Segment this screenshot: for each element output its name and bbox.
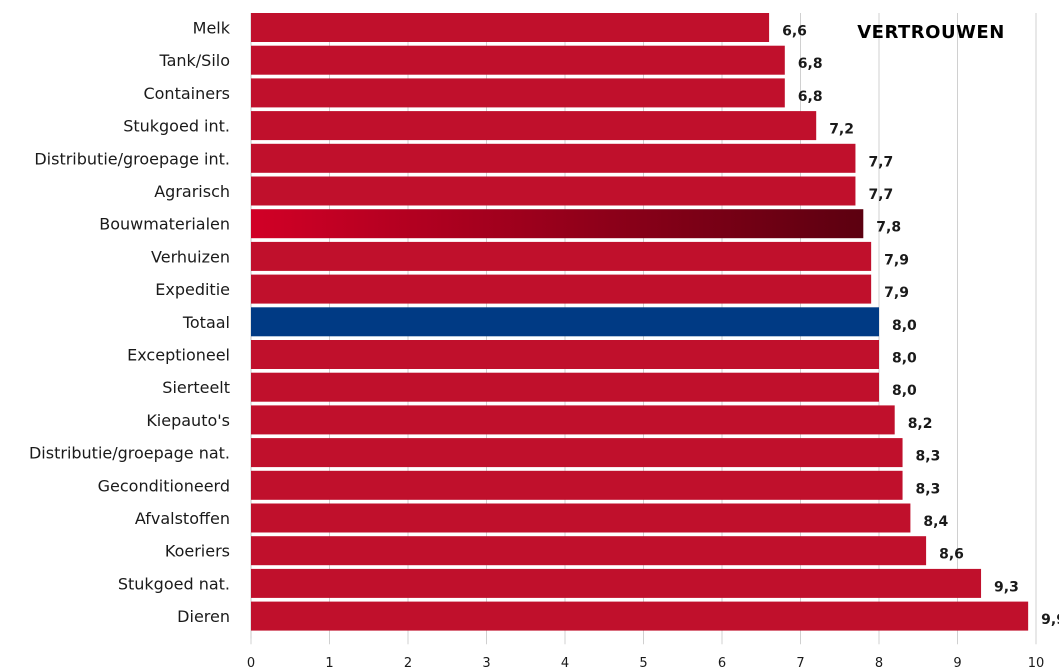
bar [251,601,1029,631]
category-label: Dieren [177,607,230,626]
bar [251,209,864,239]
bar [251,503,911,533]
bar [251,274,872,304]
category-label: Geconditioneerd [98,476,230,495]
bar [251,143,856,173]
bar [251,78,785,108]
category-label: Distributie/groepage nat. [29,444,230,463]
category-label: Bouwmaterialen [99,215,230,234]
value-label: 9,3 [994,579,1019,595]
value-label: 7,7 [868,187,893,203]
value-label: 8,0 [892,351,917,367]
bar [251,307,879,337]
bar [251,176,856,206]
value-label: 7,8 [876,220,901,236]
bar [251,568,982,598]
category-label: Afvalstoffen [135,509,230,528]
bar [251,111,817,141]
value-label: 8,2 [908,416,933,432]
x-tick-label: 8 [875,656,883,671]
x-tick-label: 1 [325,656,333,671]
value-label: 6,8 [798,89,823,105]
x-tick-label: 0 [247,656,255,671]
x-tick-label: 9 [953,656,961,671]
category-label: Tank/Silo [158,51,230,70]
category-label: Stukgoed nat. [118,574,230,593]
chart-title: VERTROUWEN [857,22,1005,43]
value-label: 7,9 [884,285,909,301]
category-label: Totaal [182,313,230,332]
bar [251,340,879,369]
category-label: Containers [143,84,230,103]
x-tick-label: 6 [718,656,726,671]
category-label: Verhuizen [151,247,230,266]
category-label: Agrarisch [154,182,230,201]
category-label: Kiepauto's [146,411,230,430]
category-label: Expeditie [155,280,230,299]
bar [251,405,895,435]
value-label: 8,3 [916,481,941,497]
value-label: 6,6 [782,24,807,40]
category-label: Melk [193,19,231,38]
value-label: 6,8 [798,56,823,72]
value-label: 8,4 [923,514,948,530]
labels: 0 1 2 3 4 5 6 7 8 9 10 Melk 6,6 Tank/Silo 6,8 Container… [29,19,1059,672]
x-tick-label: 7 [796,656,804,671]
value-label: 7,9 [884,252,909,268]
x-tick-label: 5 [639,656,647,671]
category-label: Distributie/groepage int. [34,149,230,168]
value-label: 9,9 [1041,612,1059,628]
bar [251,470,903,500]
value-label: 8,0 [892,383,917,399]
value-label: 8,6 [939,547,964,563]
bars [251,13,1029,631]
category-label: Stukgoed int. [123,117,230,136]
x-tick-label: 2 [404,656,412,671]
category-label: Exceptioneel [127,346,230,365]
x-tick-label: 10 [1028,656,1045,671]
bar [251,536,927,566]
value-label: 8,3 [916,449,941,465]
bar [251,13,770,42]
bar [251,438,903,468]
bar [251,45,785,75]
value-label: 8,0 [892,318,917,334]
value-label: 7,7 [868,154,893,170]
bar [251,241,872,271]
category-label: Koeriers [165,542,230,561]
value-label: 7,2 [829,122,854,138]
x-tick-label: 4 [561,656,569,671]
bar [251,372,879,402]
category-label: Sierteelt [162,378,230,397]
x-tick-label: 3 [482,656,490,671]
